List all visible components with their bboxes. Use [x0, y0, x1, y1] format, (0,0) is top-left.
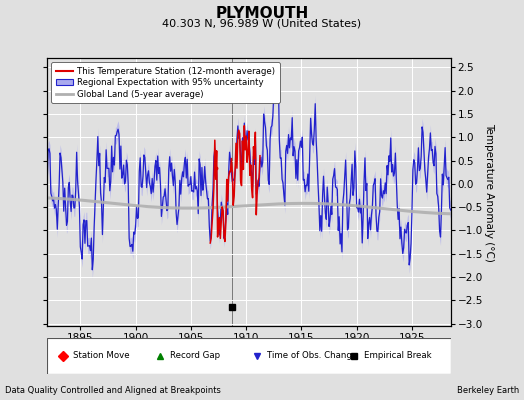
Legend: This Temperature Station (12-month average), Regional Expectation with 95% uncer: This Temperature Station (12-month avera…	[51, 62, 280, 103]
Text: Data Quality Controlled and Aligned at Breakpoints: Data Quality Controlled and Aligned at B…	[5, 386, 221, 395]
Text: PLYMOUTH: PLYMOUTH	[215, 6, 309, 21]
Text: 40.303 N, 96.989 W (United States): 40.303 N, 96.989 W (United States)	[162, 18, 362, 28]
Text: Berkeley Earth: Berkeley Earth	[456, 386, 519, 395]
Y-axis label: Temperature Anomaly (°C): Temperature Anomaly (°C)	[484, 122, 494, 262]
Text: Empirical Break: Empirical Break	[364, 352, 432, 360]
Text: Station Move: Station Move	[73, 352, 130, 360]
Text: Record Gap: Record Gap	[170, 352, 221, 360]
FancyBboxPatch shape	[47, 338, 451, 374]
Text: Time of Obs. Change: Time of Obs. Change	[267, 352, 357, 360]
